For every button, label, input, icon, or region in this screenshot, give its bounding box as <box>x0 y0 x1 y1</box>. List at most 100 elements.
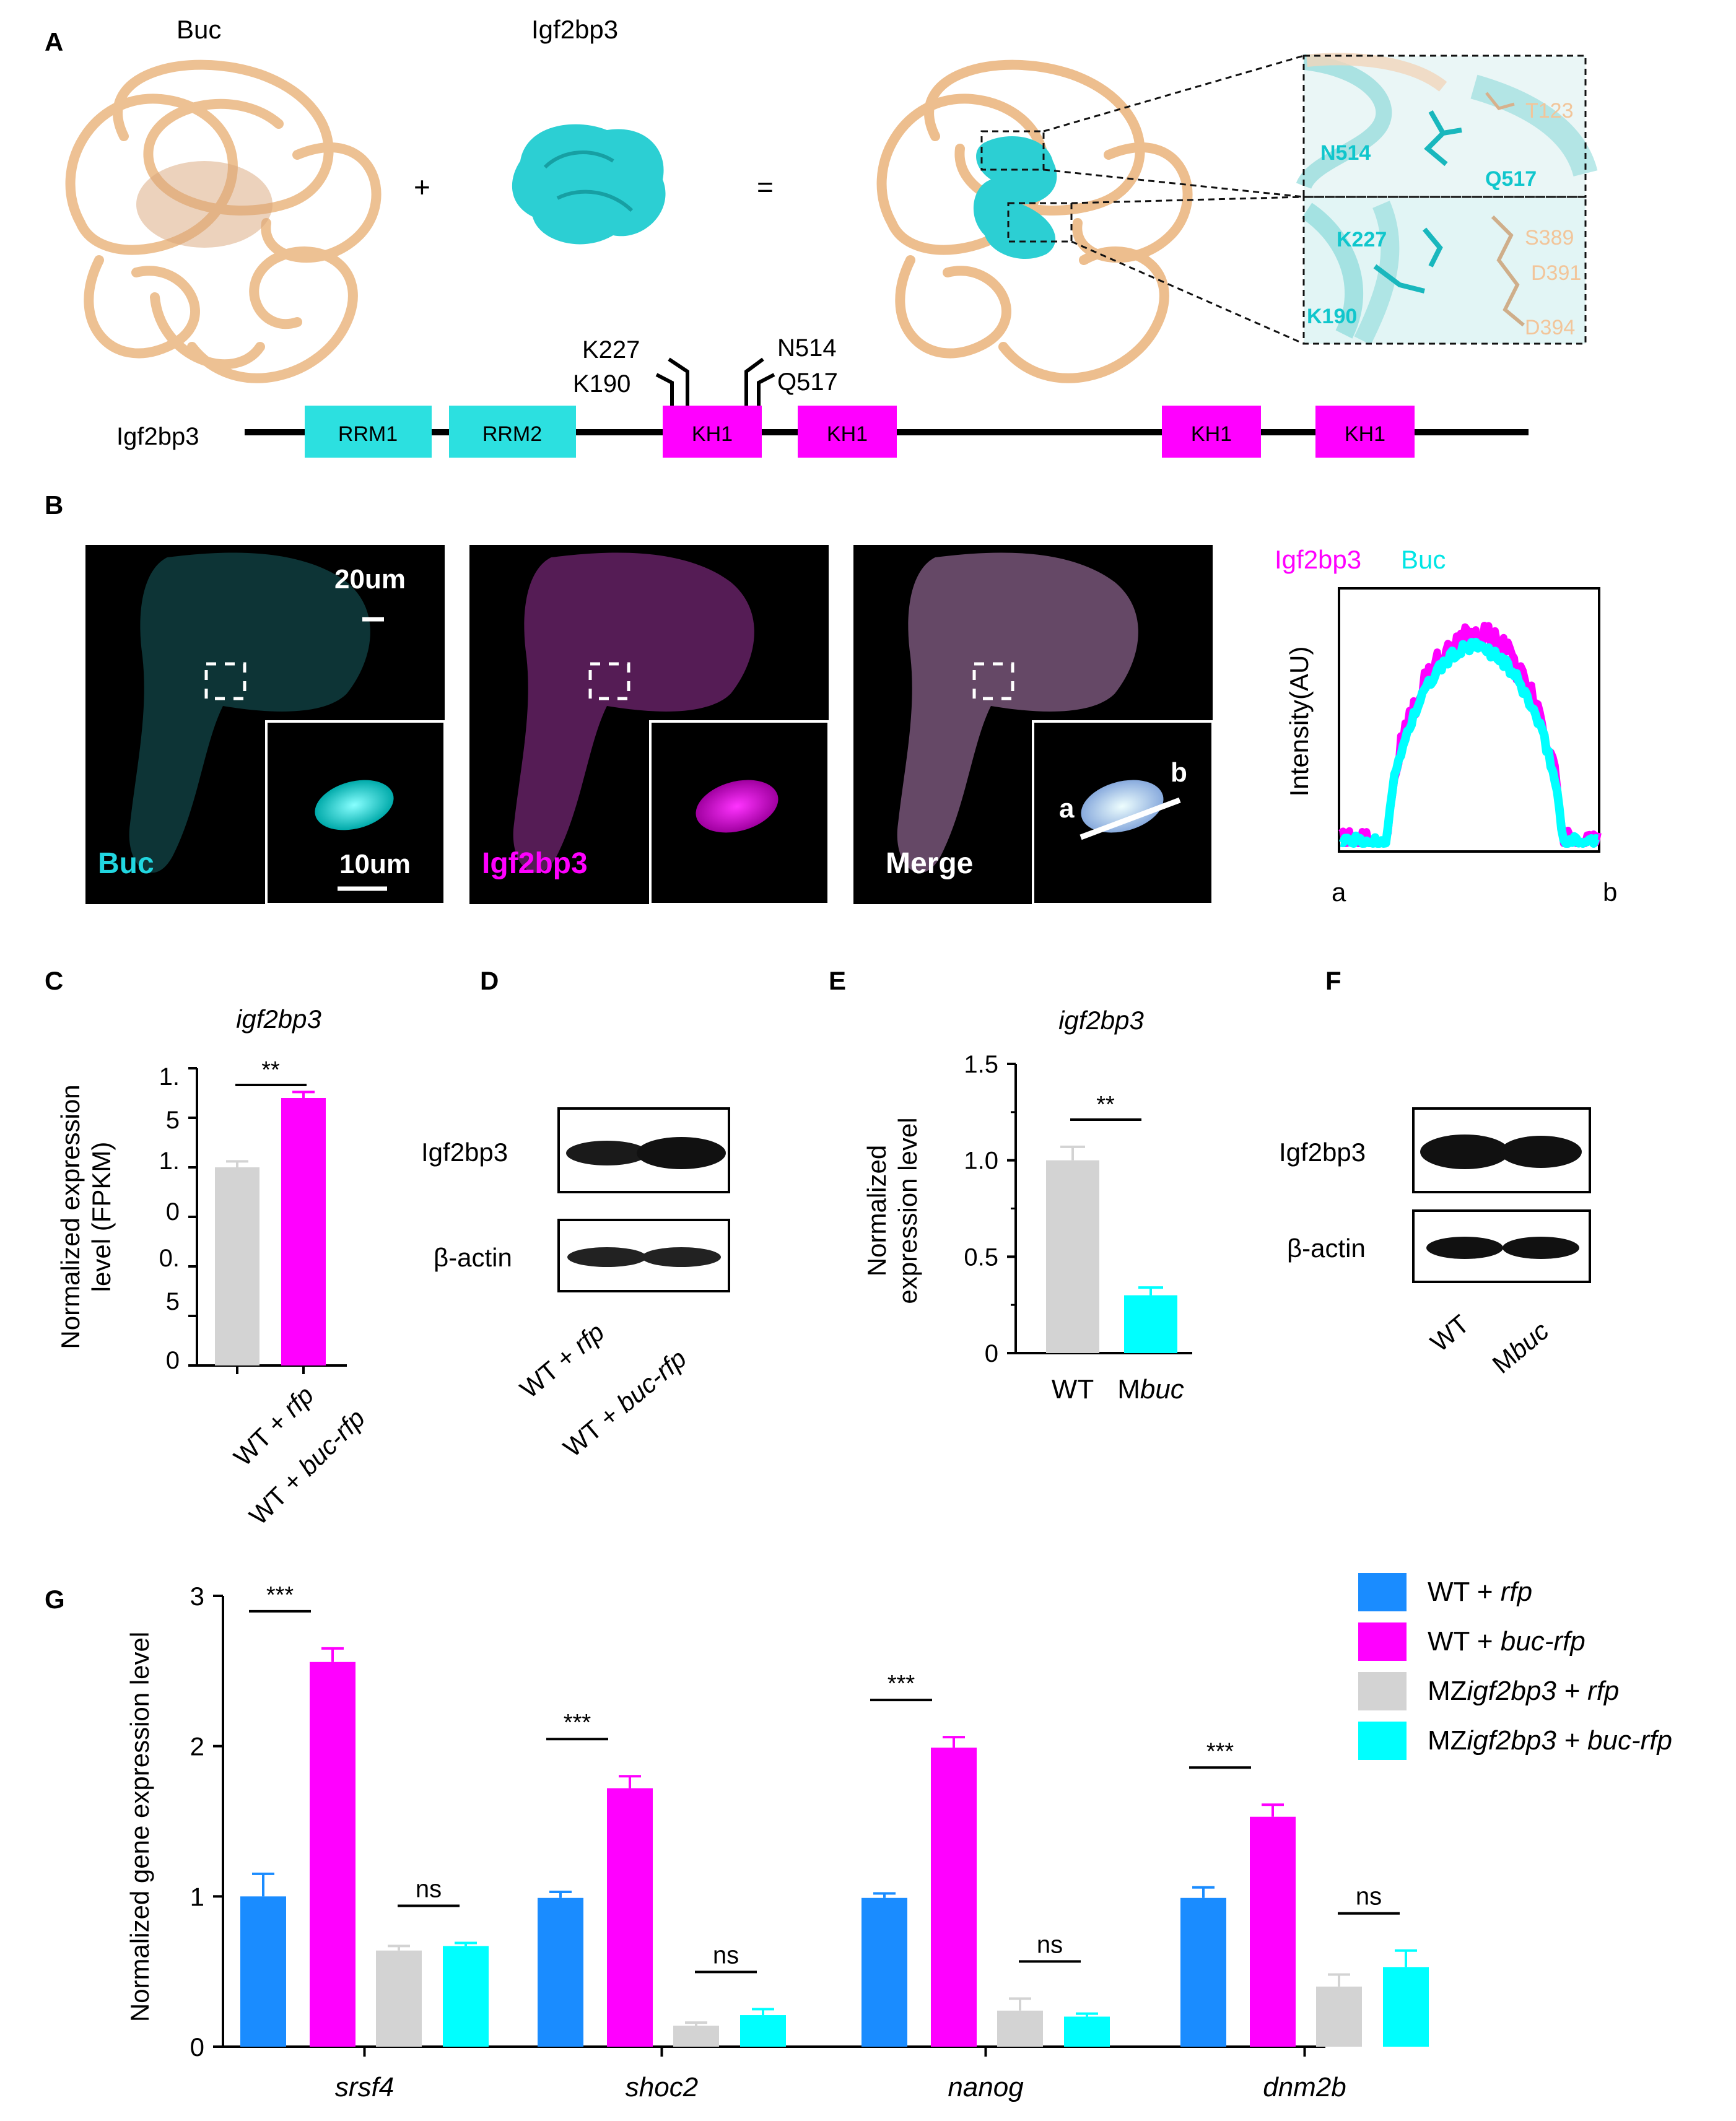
g-legend-wt-rfp: WT + rfp <box>1428 1577 1532 1607</box>
e-ytick-label: 1.0 <box>964 1148 998 1175</box>
inset-bottom-frame <box>1302 196 1587 345</box>
c-ylabel-2: level (FPKM) <box>87 1142 116 1292</box>
c-bar <box>281 1098 326 1365</box>
panel-label-g: G <box>45 1585 65 1614</box>
g-bar <box>1316 1986 1362 2047</box>
g-sig-label: *** <box>1206 1738 1234 1764</box>
c-bar <box>215 1167 260 1365</box>
panel-label-d: D <box>480 966 499 995</box>
g-legend-mz-rfp: MZigf2bp3 + rfp <box>1428 1676 1619 1706</box>
f-row-igf2bp3: Igf2bp3 <box>1279 1138 1366 1167</box>
e-xtick-mbuc: Mbuc <box>1117 1374 1184 1405</box>
g-ylabel: Normalized gene expression level <box>125 1632 154 2022</box>
residue-s389: S389 <box>1525 226 1574 250</box>
scale-bar-20um: 20um <box>334 564 406 594</box>
igf2bp3-structure-render <box>512 124 666 245</box>
c-sig-label: ** <box>261 1057 280 1083</box>
inset-top: N514 Q517 T123 <box>1296 53 1598 197</box>
g-bar <box>538 1897 583 2047</box>
micrograph-igf2bp3-label: Igf2bp3 <box>482 847 588 880</box>
e-sig-label: ** <box>1096 1092 1115 1118</box>
g-ytick-label: 3 <box>190 1582 204 1611</box>
c-ytick: 0 <box>166 1347 180 1374</box>
g-bar <box>1064 2016 1110 2047</box>
g-bar <box>673 2026 719 2047</box>
d-lane-wt-rfp: WT + rfp <box>515 1317 610 1404</box>
g-category-label: nanog <box>948 2072 1024 2102</box>
g-bar <box>240 1896 286 2047</box>
e-xtick-wt: WT <box>1052 1374 1094 1405</box>
buc-core <box>136 161 273 248</box>
g-sig-label: ns <box>416 1876 442 1903</box>
c-ytick: 0. <box>159 1245 180 1272</box>
chart-e: 1.5 1.0 0.5 0 ** <box>964 1051 1192 1367</box>
domain-kh1-2-label: KH1 <box>827 422 868 446</box>
domain-kh1-4 <box>1315 406 1415 458</box>
g-bar <box>740 2015 786 2047</box>
g-bar <box>1383 1967 1429 2047</box>
domain-track-name: Igf2bp3 <box>116 423 199 450</box>
g-category-label: dnm2b <box>1263 2072 1346 2102</box>
f-row-actin: β-actin <box>1287 1234 1366 1263</box>
micrograph-buc-label: Buc <box>98 847 154 880</box>
e-title: igf2bp3 <box>1058 1006 1144 1035</box>
domain-rrm1-label: RRM1 <box>338 422 398 446</box>
scale-bar-10um: 10um <box>339 849 411 879</box>
site-n514: N514 <box>777 334 837 362</box>
g-category-label: shoc2 <box>626 2072 698 2102</box>
micrograph-buc: 20um 10um Buc <box>85 545 446 905</box>
g-sig-label: ns <box>1356 1883 1382 1910</box>
g-legend: WT + rfp WT + buc-rfp MZigf2bp3 + rfp MZ… <box>1358 1573 1672 1760</box>
e-ylabel-1: Normalized <box>862 1145 891 1276</box>
buc-structure-render <box>65 59 382 383</box>
intensity-profile: Igf2bp3 Buc Intensity(AU) a b <box>1275 545 1617 907</box>
residue-k227: K227 <box>1337 228 1387 251</box>
g-sig-label: *** <box>564 1710 591 1736</box>
panel-label-f: F <box>1325 966 1341 995</box>
c-ylabel-1: Normalized expression <box>56 1084 85 1349</box>
domain-rrm1 <box>305 406 432 458</box>
residue-k190: K190 <box>1307 305 1357 328</box>
g-ytick-label: 2 <box>190 1732 204 1761</box>
line-profile-start: a <box>1059 793 1075 824</box>
western-blot-d: Igf2bp3 β-actin WT + rfp WT + buc-rfp <box>421 1107 730 1463</box>
chart-c: ** <box>188 1057 347 1374</box>
residue-t123: T123 <box>1525 99 1574 123</box>
domain-kh1-1-label: KH1 <box>692 422 733 446</box>
line-profile-end: b <box>1171 757 1187 788</box>
micrograph-merge-label: Merge <box>886 847 973 880</box>
domain-rrm2-label: RRM2 <box>482 422 542 446</box>
profile-ylabel: Intensity(AU) <box>1285 647 1314 797</box>
profile-line-buc <box>1338 637 1600 848</box>
site-k227: K227 <box>582 336 640 364</box>
e-ytick-label: 1.5 <box>964 1051 998 1078</box>
e-ytick-label: 0.5 <box>964 1243 998 1271</box>
g-legend-swatch <box>1358 1622 1407 1661</box>
g-bar <box>861 1897 907 2047</box>
domain-track: Igf2bp3 RRM1 RRM2 KH1 KH1 KH1 KH1 K227 K… <box>116 334 1529 458</box>
buc-structure-label: Buc <box>177 15 221 44</box>
c-ytick-labels: 1. 5 1. 0 0. 5 0 <box>159 1063 180 1374</box>
e-ytick-label: 0 <box>985 1340 998 1367</box>
chart-g: 3 2 1 0 srsf4 *** ns shoc2 *** ns nanog *** ns dnm2b *… <box>190 1582 1429 2102</box>
panel-label-c: C <box>45 966 63 995</box>
f-lane-wt: WT <box>1425 1309 1475 1357</box>
panel-label-a: A <box>45 27 63 56</box>
g-bar <box>1250 1816 1296 2047</box>
g-ytick-label: 0 <box>190 2032 204 2062</box>
c-ytick: 1. <box>159 1063 180 1091</box>
micrograph-igf2bp3: Igf2bp3 <box>469 545 830 905</box>
g-ytick-label: 1 <box>190 1882 204 1911</box>
e-bar <box>1046 1160 1099 1353</box>
g-sig-label: ns <box>1037 1931 1063 1958</box>
plus-sign: + <box>414 171 430 203</box>
g-bar <box>1180 1897 1226 2047</box>
domain-kh1-1 <box>663 406 762 458</box>
g-legend-swatch <box>1358 1573 1407 1611</box>
site-q517: Q517 <box>777 368 838 396</box>
g-legend-wt-buc-rfp: WT + buc-rfp <box>1428 1626 1586 1657</box>
domain-rrm2 <box>449 406 576 458</box>
g-bar <box>931 1748 977 2047</box>
inset-bottom: K227 K190 S389 D391 D394 <box>1301 197 1586 345</box>
